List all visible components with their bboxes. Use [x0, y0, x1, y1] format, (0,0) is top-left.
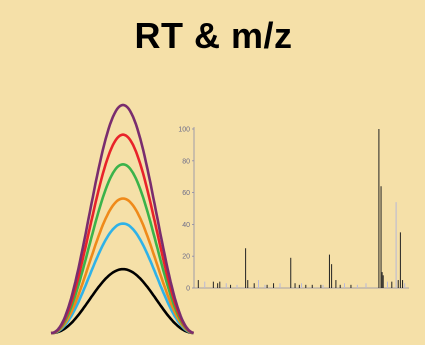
y-tick-label: 20 — [182, 254, 190, 261]
mass-spectrum: 100 80 60 40 20 0 — [178, 127, 409, 293]
chromatogram-curve — [50, 103, 194, 335]
chromatogram-curve — [51, 267, 194, 335]
y-tick-label: 100 — [178, 127, 190, 134]
y-tick-label: 40 — [182, 222, 190, 229]
chromatogram-curve — [50, 197, 194, 335]
chromatogram-curve — [50, 133, 194, 335]
y-tick-label: 80 — [182, 158, 190, 165]
chromatogram-curve — [50, 222, 194, 335]
slide-title: RT & m/z — [134, 15, 293, 56]
y-tick-label: 60 — [182, 190, 190, 197]
chromatogram-curve — [50, 162, 194, 335]
chromatogram — [50, 103, 194, 335]
y-tick-label: 0 — [186, 286, 190, 293]
